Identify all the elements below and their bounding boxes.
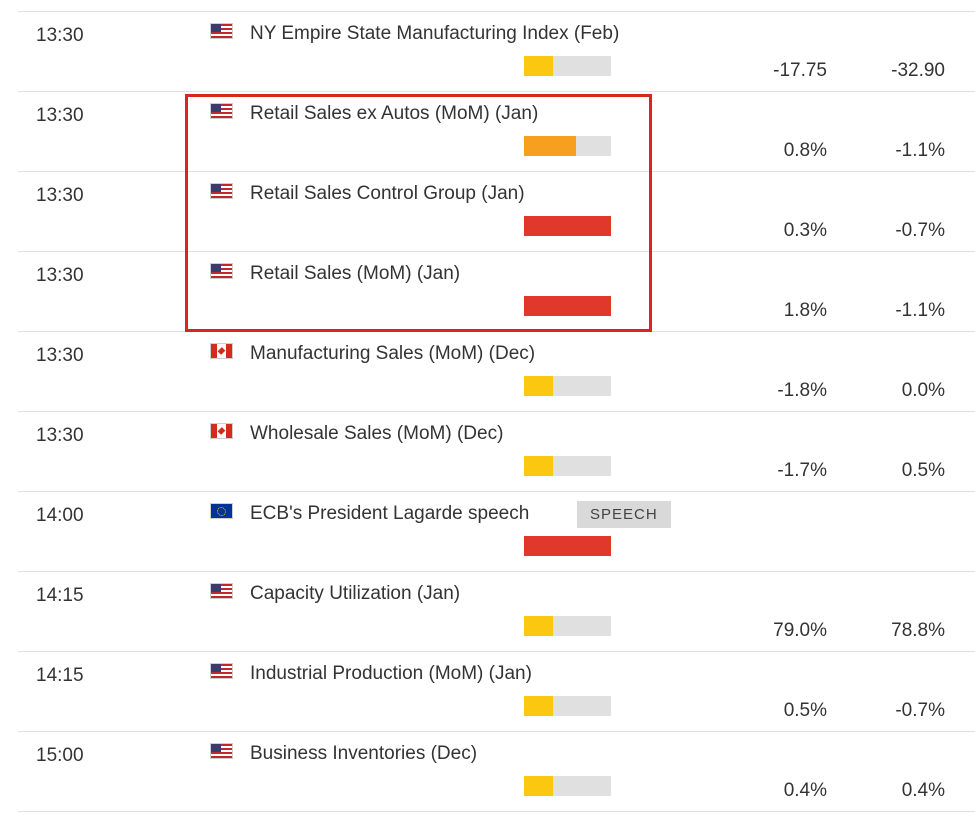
maple-leaf-icon <box>217 427 226 435</box>
us-flag-icon <box>210 23 233 39</box>
impact-meter <box>524 456 611 476</box>
actual-value: -17.75 <box>773 60 827 81</box>
impact-meter <box>524 136 611 156</box>
event-name-link[interactable]: Retail Sales ex Autos (MoM) (Jan) <box>250 103 539 124</box>
event-time: 13:30 <box>36 425 84 446</box>
impact-meter-fill <box>524 696 553 716</box>
eu-stars-icon <box>217 507 226 516</box>
previous-value: -1.1% <box>895 300 945 321</box>
event-row[interactable]: 14:15 Capacity Utilization (Jan) 79.0% 78.8… <box>18 572 975 652</box>
event-row[interactable]: 13:30 Wholesale Sales (MoM) (Dec) -1.7% 0.5… <box>18 412 975 492</box>
impact-meter-fill <box>524 776 553 796</box>
economic-calendar: 13:30 NY Empire State Manufacturing Index… <box>0 12 975 812</box>
ca-flag-icon <box>210 423 233 439</box>
impact-meter <box>524 696 611 716</box>
event-row[interactable]: 13:30 NY Empire State Manufacturing Index… <box>18 12 975 92</box>
us-flag-canton <box>211 584 221 592</box>
actual-value: -1.8% <box>777 380 827 401</box>
impact-meter <box>524 216 611 236</box>
event-time: 13:30 <box>36 105 84 126</box>
event-name-link[interactable]: Industrial Production (MoM) (Jan) <box>250 663 532 684</box>
us-flag-canton <box>211 104 221 112</box>
impact-meter <box>524 376 611 396</box>
actual-value: 0.4% <box>783 780 827 801</box>
impact-meter <box>524 776 611 796</box>
us-flag-canton <box>211 744 221 752</box>
us-flag-canton <box>211 24 221 32</box>
event-time: 15:00 <box>36 745 84 766</box>
event-row[interactable]: 13:30 Manufacturing Sales (MoM) (Dec) -1.8… <box>18 332 975 412</box>
previous-value: 0.0% <box>901 380 945 401</box>
impact-meter-fill <box>524 376 553 396</box>
previous-value: -1.1% <box>895 140 945 161</box>
impact-meter-fill <box>524 296 611 316</box>
impact-meter-fill <box>524 536 611 556</box>
actual-value: 0.8% <box>783 140 827 161</box>
impact-meter <box>524 296 611 316</box>
impact-meter-fill <box>524 56 553 76</box>
us-flag-icon <box>210 263 233 279</box>
event-row[interactable]: 14:00 ECB's President Lagarde speech SPEEC… <box>18 492 975 572</box>
event-row[interactable]: 14:15 Industrial Production (MoM) (Jan) 0.… <box>18 652 975 732</box>
impact-meter-fill <box>524 216 611 236</box>
event-time: 14:15 <box>36 585 84 606</box>
previous-value: -0.7% <box>895 700 945 721</box>
impact-meter <box>524 616 611 636</box>
actual-value: 1.8% <box>783 300 827 321</box>
event-name-link[interactable]: ECB's President Lagarde speech <box>250 503 530 524</box>
impact-meter <box>524 56 611 76</box>
us-flag-icon <box>210 583 233 599</box>
maple-leaf-icon <box>217 347 226 355</box>
previous-value: -0.7% <box>895 220 945 241</box>
event-row[interactable]: 13:30 Retail Sales Control Group (Jan) 0.3… <box>18 172 975 252</box>
ca-flag-icon <box>210 343 233 359</box>
previous-value: -32.90 <box>891 60 945 81</box>
actual-value: 79.0% <box>773 620 827 641</box>
actual-value: -1.7% <box>777 460 827 481</box>
event-time: 14:00 <box>36 505 84 526</box>
event-name-link[interactable]: Capacity Utilization (Jan) <box>250 583 461 604</box>
eu-flag-icon <box>210 503 233 519</box>
us-flag-icon <box>210 183 233 199</box>
event-row[interactable]: 13:30 Retail Sales (MoM) (Jan) 1.8% -1.1% <box>18 252 975 332</box>
event-time: 13:30 <box>36 185 84 206</box>
event-time: 13:30 <box>36 345 84 366</box>
impact-meter <box>524 536 611 556</box>
speech-tag-badge: SPEECH <box>577 501 671 528</box>
actual-value: 0.5% <box>783 700 827 721</box>
us-flag-icon <box>210 743 233 759</box>
event-row[interactable]: 13:30 Retail Sales ex Autos (MoM) (Jan) 0.… <box>18 92 975 172</box>
us-flag-canton <box>211 264 221 272</box>
impact-meter-fill <box>524 616 553 636</box>
us-flag-canton <box>211 184 221 192</box>
event-name-link[interactable]: NY Empire State Manufacturing Index (Feb… <box>250 23 620 44</box>
previous-value: 0.4% <box>901 780 945 801</box>
us-flag-canton <box>211 664 221 672</box>
event-time: 14:15 <box>36 665 84 686</box>
event-name-link[interactable]: Manufacturing Sales (MoM) (Dec) <box>250 343 536 364</box>
event-name-link[interactable]: Retail Sales Control Group (Jan) <box>250 183 525 204</box>
previous-value: 78.8% <box>891 620 945 641</box>
us-flag-icon <box>210 103 233 119</box>
event-name-link[interactable]: Business Inventories (Dec) <box>250 743 478 764</box>
event-time: 13:30 <box>36 265 84 286</box>
event-time: 13:30 <box>36 25 84 46</box>
impact-meter-fill <box>524 136 577 156</box>
us-flag-icon <box>210 663 233 679</box>
event-row[interactable]: 15:00 Business Inventories (Dec) 0.4% 0.4% <box>18 732 975 812</box>
top-divider <box>18 11 975 12</box>
previous-value: 0.5% <box>901 460 945 481</box>
impact-meter-fill <box>524 456 553 476</box>
event-name-link[interactable]: Retail Sales (MoM) (Jan) <box>250 263 461 284</box>
event-name-link[interactable]: Wholesale Sales (MoM) (Dec) <box>250 423 504 444</box>
actual-value: 0.3% <box>783 220 827 241</box>
